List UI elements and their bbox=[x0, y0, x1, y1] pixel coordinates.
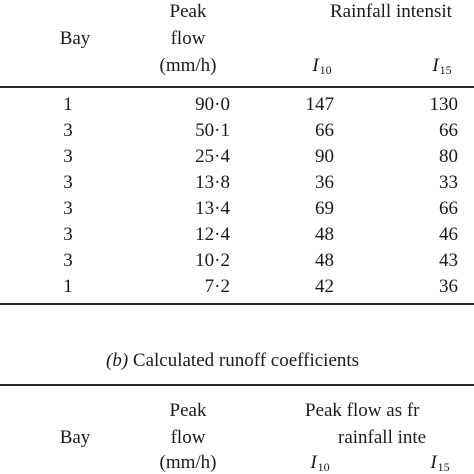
table-a-rainfall-group-header: Rainfall intensit bbox=[330, 1, 452, 22]
table-a-bay-header: Bay bbox=[59, 28, 91, 49]
i15-cell: 80 bbox=[439, 146, 458, 167]
table-b-group-header-line1: Peak flow as fr bbox=[305, 400, 420, 421]
i10-cell: 66 bbox=[315, 120, 334, 141]
table-a-i10-header: I10 bbox=[312, 55, 332, 77]
peak-flow-cell: 7·2 bbox=[204, 276, 230, 297]
bay-cell: 3 bbox=[63, 224, 73, 245]
bay-cell: 1 bbox=[63, 94, 73, 115]
bay-cell: 3 bbox=[63, 120, 73, 141]
table-b-bay-header: Bay bbox=[59, 427, 91, 448]
peak-flow-cell: 13·8 bbox=[195, 172, 230, 193]
table-a-header-rule bbox=[0, 86, 474, 88]
i15-cell: 66 bbox=[439, 198, 458, 219]
i10-cell: 90 bbox=[315, 146, 334, 167]
peak-flow-cell: 90·0 bbox=[195, 94, 230, 115]
i15-cell: 36 bbox=[439, 276, 458, 297]
peak-flow-cell: 10·2 bbox=[195, 250, 230, 271]
peak-flow-cell: 25·4 bbox=[195, 146, 230, 167]
table-a-peak-flow-header-line1: Peak bbox=[169, 1, 207, 22]
i10-cell: 48 bbox=[315, 250, 334, 271]
table-b-group-header-line2: rainfall inte bbox=[338, 427, 427, 448]
table-a-i15-header: I15 bbox=[432, 55, 452, 77]
bay-cell: 1 bbox=[63, 276, 73, 297]
table-b-i15-header: I15 bbox=[430, 452, 450, 474]
i15-cell: 43 bbox=[439, 250, 458, 271]
i15-cell: 46 bbox=[439, 224, 458, 245]
bay-cell: 3 bbox=[63, 146, 73, 167]
peak-flow-cell: 12·4 bbox=[195, 224, 230, 245]
table-b-peak-flow-header-line2: flow bbox=[170, 427, 206, 448]
table-b-peak-flow-header-line1: Peak bbox=[169, 400, 207, 421]
bay-cell: 3 bbox=[63, 172, 73, 193]
table-a-bottom-rule bbox=[0, 303, 474, 305]
peak-flow-cell: 50·1 bbox=[195, 120, 230, 141]
i10-cell: 69 bbox=[315, 198, 334, 219]
i10-cell: 48 bbox=[315, 224, 334, 245]
i15-cell: 130 bbox=[429, 94, 459, 115]
i15-cell: 33 bbox=[439, 172, 458, 193]
table-b-top-rule bbox=[0, 384, 474, 386]
table-a-peak-flow-header-line2: flow bbox=[170, 28, 206, 49]
table-b-i10-header: I10 bbox=[310, 452, 330, 474]
table-b-caption-text: Calculated runoff coefficients bbox=[132, 350, 360, 371]
peak-flow-cell: 13·4 bbox=[195, 198, 230, 219]
table-b-caption: (b) Calculated runoff coefficients bbox=[106, 351, 359, 370]
i10-cell: 147 bbox=[305, 94, 335, 115]
i15-cell: 66 bbox=[439, 120, 458, 141]
table-b-caption-label: (b) bbox=[106, 350, 129, 371]
table-b-peak-flow-unit: (mm/h) bbox=[159, 452, 217, 473]
bay-cell: 3 bbox=[63, 198, 73, 219]
table-a-peak-flow-unit: (mm/h) bbox=[159, 55, 217, 76]
bay-cell: 3 bbox=[63, 250, 73, 271]
i10-cell: 42 bbox=[315, 276, 334, 297]
i10-cell: 36 bbox=[315, 172, 334, 193]
